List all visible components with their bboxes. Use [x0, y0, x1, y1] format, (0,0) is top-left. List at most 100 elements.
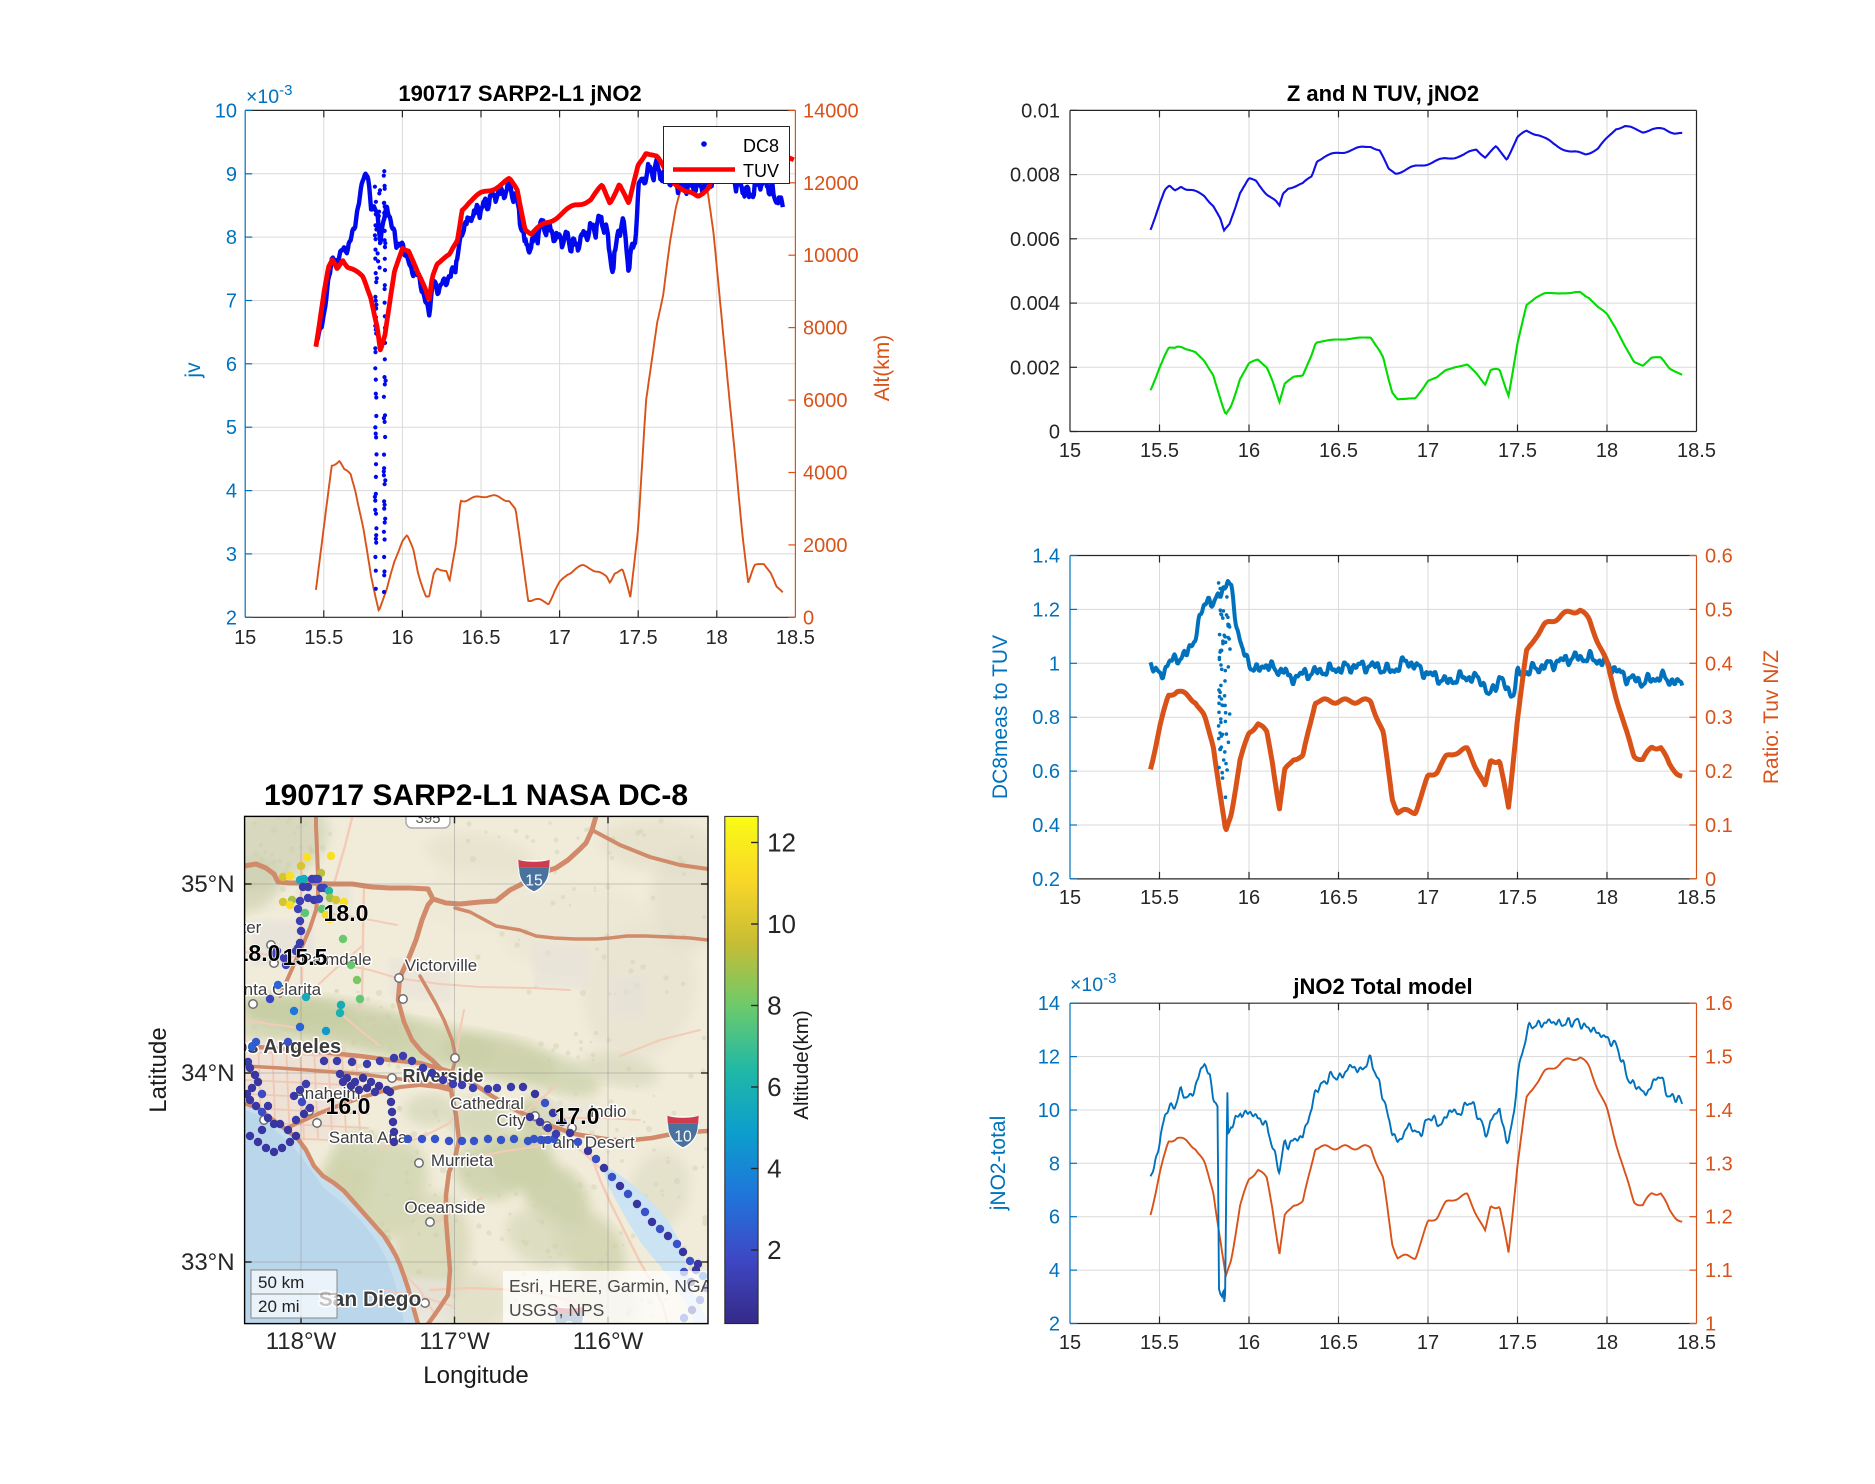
- svg-text:8: 8: [1049, 1153, 1060, 1175]
- svg-text:6: 6: [767, 1072, 781, 1102]
- svg-text:15: 15: [1059, 440, 1081, 462]
- svg-text:2: 2: [226, 607, 237, 629]
- svg-text:17: 17: [1417, 1332, 1439, 1354]
- svg-text:City: City: [496, 1111, 526, 1130]
- svg-text:15.5: 15.5: [304, 627, 343, 649]
- svg-text:15: 15: [525, 872, 543, 889]
- svg-text:17.5: 17.5: [1498, 440, 1537, 462]
- svg-text:0.4: 0.4: [1032, 815, 1060, 837]
- svg-text:2000: 2000: [803, 535, 848, 557]
- svg-text:18.0: 18.0: [236, 940, 281, 966]
- svg-text:15.5: 15.5: [1140, 1332, 1179, 1354]
- svg-text:18: 18: [1596, 1332, 1618, 1354]
- svg-text:0: 0: [803, 607, 814, 629]
- svg-text:1: 1: [1049, 653, 1060, 675]
- svg-text:16.5: 16.5: [1319, 887, 1358, 909]
- svg-text:0.6: 0.6: [1032, 761, 1060, 783]
- svg-text:1.1: 1.1: [1705, 1260, 1733, 1282]
- svg-text:3: 3: [226, 544, 237, 566]
- svg-text:17.5: 17.5: [1498, 1332, 1537, 1354]
- svg-text:190717 SARP2-L1 jNO2: 190717 SARP2-L1 jNO2: [398, 81, 641, 106]
- svg-text:15.5: 15.5: [283, 944, 328, 970]
- svg-text:395: 395: [415, 810, 440, 827]
- svg-text:50 km: 50 km: [258, 1273, 304, 1292]
- svg-text:17: 17: [1417, 440, 1439, 462]
- svg-text:16.5: 16.5: [1319, 1332, 1358, 1354]
- svg-text:Ratio: Tuv N/Z: Ratio: Tuv N/Z: [1760, 650, 1783, 784]
- svg-text:4: 4: [767, 1154, 781, 1184]
- svg-text:0.01: 0.01: [1021, 100, 1060, 122]
- svg-text:20 mi: 20 mi: [258, 1297, 300, 1316]
- svg-text:10000: 10000: [803, 245, 859, 267]
- svg-text:0.5: 0.5: [1705, 599, 1733, 621]
- svg-text:Victorville: Victorville: [405, 956, 477, 975]
- svg-text:4: 4: [1049, 1260, 1060, 1282]
- svg-text:15.5: 15.5: [1140, 440, 1179, 462]
- svg-text:jv: jv: [182, 362, 205, 379]
- svg-text:10: 10: [215, 100, 237, 122]
- svg-text:Anaheim: Anaheim: [293, 1084, 360, 1103]
- svg-text:0.2: 0.2: [1705, 761, 1733, 783]
- svg-text:TUV: TUV: [743, 161, 779, 181]
- svg-text:1.2: 1.2: [1032, 599, 1060, 621]
- svg-text:0.002: 0.002: [1010, 357, 1060, 379]
- svg-text:10: 10: [767, 909, 796, 939]
- svg-text:Santa Clarita: Santa Clarita: [223, 980, 322, 999]
- svg-text:Esri, HERE, Garmin, NGA,: Esri, HERE, Garmin, NGA,: [509, 1276, 717, 1296]
- svg-text:15: 15: [234, 627, 256, 649]
- svg-text:16: 16: [1238, 440, 1260, 462]
- svg-text:10: 10: [674, 1128, 692, 1145]
- svg-text:8: 8: [767, 991, 781, 1021]
- svg-text:33°N: 33°N: [181, 1249, 235, 1276]
- svg-text:Palm Desert: Palm Desert: [541, 1133, 635, 1152]
- svg-text:jNO2-total: jNO2-total: [987, 1116, 1010, 1212]
- svg-text:4: 4: [226, 481, 237, 503]
- svg-text:jNO2 Total model: jNO2 Total model: [1292, 974, 1472, 999]
- svg-text:35°N: 35°N: [181, 871, 235, 898]
- svg-text:DC8meas to TUV: DC8meas to TUV: [989, 635, 1012, 799]
- svg-text:12000: 12000: [803, 173, 859, 195]
- svg-text:17: 17: [1417, 887, 1439, 909]
- svg-text:15.5: 15.5: [1140, 887, 1179, 909]
- svg-text:1: 1: [1705, 1314, 1716, 1336]
- svg-text:18.5: 18.5: [1677, 887, 1716, 909]
- svg-text:Z and N TUV, jNO2: Z and N TUV, jNO2: [1287, 81, 1479, 106]
- svg-text:16.5: 16.5: [1319, 440, 1358, 462]
- svg-text:Oceanside: Oceanside: [404, 1198, 485, 1217]
- svg-text:16: 16: [1238, 887, 1260, 909]
- svg-text:18.5: 18.5: [776, 627, 815, 649]
- svg-text:1.4: 1.4: [1705, 1100, 1733, 1122]
- svg-text:5: 5: [226, 417, 237, 439]
- svg-text:Latitude: Latitude: [145, 1027, 172, 1112]
- svg-text:DC8: DC8: [743, 136, 779, 156]
- svg-text:15: 15: [1059, 887, 1081, 909]
- svg-text:Indio: Indio: [590, 1102, 627, 1121]
- svg-text:Santa Ana: Santa Ana: [329, 1128, 408, 1147]
- svg-text:18: 18: [706, 627, 728, 649]
- svg-text:6: 6: [1049, 1207, 1060, 1229]
- svg-text:12: 12: [1038, 1047, 1060, 1069]
- svg-text:0.8: 0.8: [1032, 707, 1060, 729]
- svg-text:0.008: 0.008: [1010, 165, 1060, 187]
- svg-text:0.6: 0.6: [1705, 546, 1733, 568]
- svg-text:117°W: 117°W: [419, 1328, 490, 1355]
- svg-text:6000: 6000: [803, 390, 848, 412]
- svg-text:2: 2: [767, 1235, 781, 1265]
- svg-text:2: 2: [1049, 1314, 1060, 1336]
- svg-text:1.3: 1.3: [1705, 1153, 1733, 1175]
- svg-text:16: 16: [391, 627, 413, 649]
- svg-text:190717 SARP2-L1 NASA DC-8: 190717 SARP2-L1 NASA DC-8: [264, 779, 688, 812]
- svg-text:0.4: 0.4: [1705, 653, 1733, 675]
- svg-text:Murrieta: Murrieta: [431, 1151, 494, 1170]
- svg-text:116°W: 116°W: [573, 1328, 644, 1355]
- svg-text:6: 6: [226, 354, 237, 376]
- svg-text:16.5: 16.5: [462, 627, 501, 649]
- svg-text:8000: 8000: [803, 318, 848, 340]
- svg-text:Lancaster: Lancaster: [187, 918, 262, 937]
- svg-text:Alt(km): Alt(km): [871, 335, 894, 402]
- svg-text:18.0: 18.0: [324, 900, 369, 926]
- svg-text:118°W: 118°W: [266, 1328, 337, 1355]
- svg-text:0.006: 0.006: [1010, 229, 1060, 251]
- svg-text:4000: 4000: [803, 462, 848, 484]
- svg-text:15: 15: [1059, 1332, 1081, 1354]
